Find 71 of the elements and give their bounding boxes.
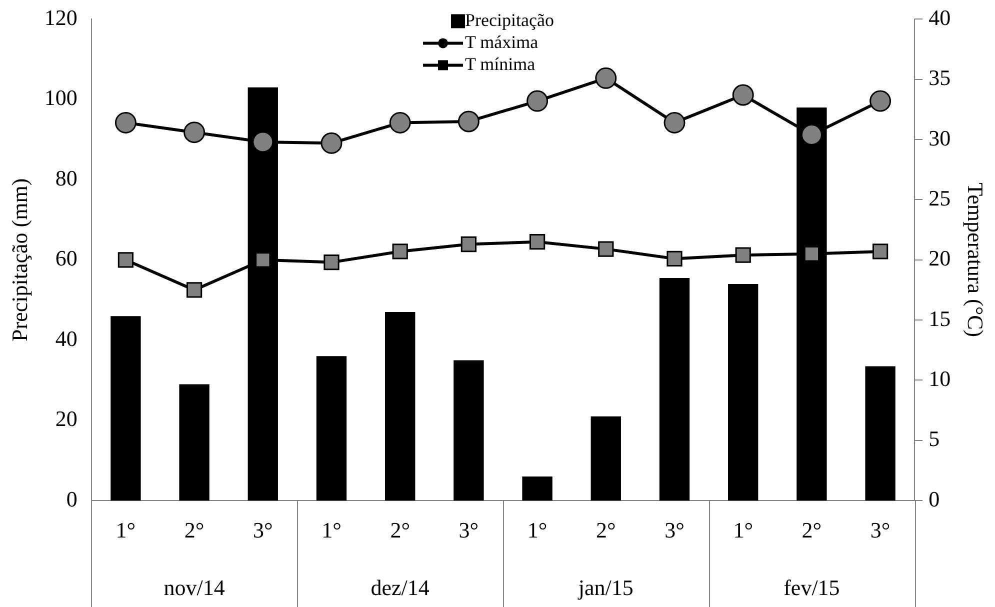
bar (385, 312, 416, 501)
point (184, 122, 206, 144)
text: dez/14 (370, 574, 430, 600)
legend-label: Precipitação (465, 10, 554, 30)
point (118, 252, 134, 268)
text: fev/15 (784, 574, 840, 600)
y2-tick-label: 10 (928, 366, 951, 392)
bar (316, 356, 347, 501)
x-tick-label: 2° (390, 518, 410, 543)
bar (659, 278, 690, 501)
point (595, 67, 617, 89)
text: jan/15 (577, 574, 634, 600)
x-tick-label: 3° (664, 518, 684, 543)
point (324, 254, 340, 270)
point (732, 84, 754, 106)
y-tick-label: 80 (55, 165, 78, 190)
point (458, 110, 480, 132)
y-tick-label: 40 (55, 326, 78, 351)
x-tick-label: 2° (802, 518, 822, 543)
bar (454, 360, 484, 501)
x-tick-label: 1° (733, 518, 754, 543)
point (389, 112, 411, 134)
y2-tick-label: 0 (928, 486, 940, 512)
point (598, 241, 614, 257)
point (664, 112, 686, 134)
bar (522, 476, 552, 501)
x-tick-label: 1° (527, 518, 548, 543)
legend-label: T máxima (465, 32, 538, 52)
y-tick-label: 20 (55, 406, 78, 432)
y-tick-label: 100 (44, 85, 78, 110)
legend-label: T mínima (465, 54, 536, 74)
point (870, 90, 892, 112)
point (255, 252, 271, 268)
text: nov/14 (164, 574, 225, 600)
y2-tick-label: 20 (928, 246, 951, 271)
point (804, 246, 820, 262)
point (460, 236, 477, 252)
bar (179, 384, 210, 501)
y2-tick-label: 25 (928, 186, 951, 211)
x-tick-label: 1° (116, 518, 136, 543)
point (114, 112, 136, 134)
x-tick-label: 3° (252, 518, 273, 543)
y2-tick-label: 35 (928, 65, 951, 90)
x-tick-label: 2° (596, 518, 616, 543)
x-tick-label: 2° (184, 518, 204, 543)
y2-axis-title: Temperatura (°C) (963, 182, 988, 338)
bar (728, 284, 758, 501)
x-tick-label: 1° (322, 518, 342, 543)
x-tick-label: 3° (458, 518, 479, 543)
y2-tick-label: 30 (928, 125, 951, 150)
x-tick-label: 3° (870, 518, 890, 543)
point (800, 124, 822, 146)
point (872, 244, 888, 260)
point (320, 132, 342, 154)
point (526, 90, 548, 112)
y-tick-label: 120 (44, 4, 78, 30)
point (735, 247, 751, 263)
point (392, 244, 408, 260)
y2-tick-label: 5 (928, 426, 940, 452)
point (252, 131, 274, 153)
y-tick-label: 60 (55, 246, 78, 271)
bar (590, 416, 621, 501)
point (529, 234, 546, 250)
point (186, 282, 202, 298)
y2-tick-label: 15 (928, 306, 951, 331)
y2-tick-label: 40 (928, 4, 951, 30)
y-axis-title: Precipitação (mm) (6, 178, 32, 342)
bar (865, 366, 896, 501)
point (666, 250, 682, 267)
bar (110, 316, 141, 501)
y-tick-label: 0 (66, 486, 78, 512)
